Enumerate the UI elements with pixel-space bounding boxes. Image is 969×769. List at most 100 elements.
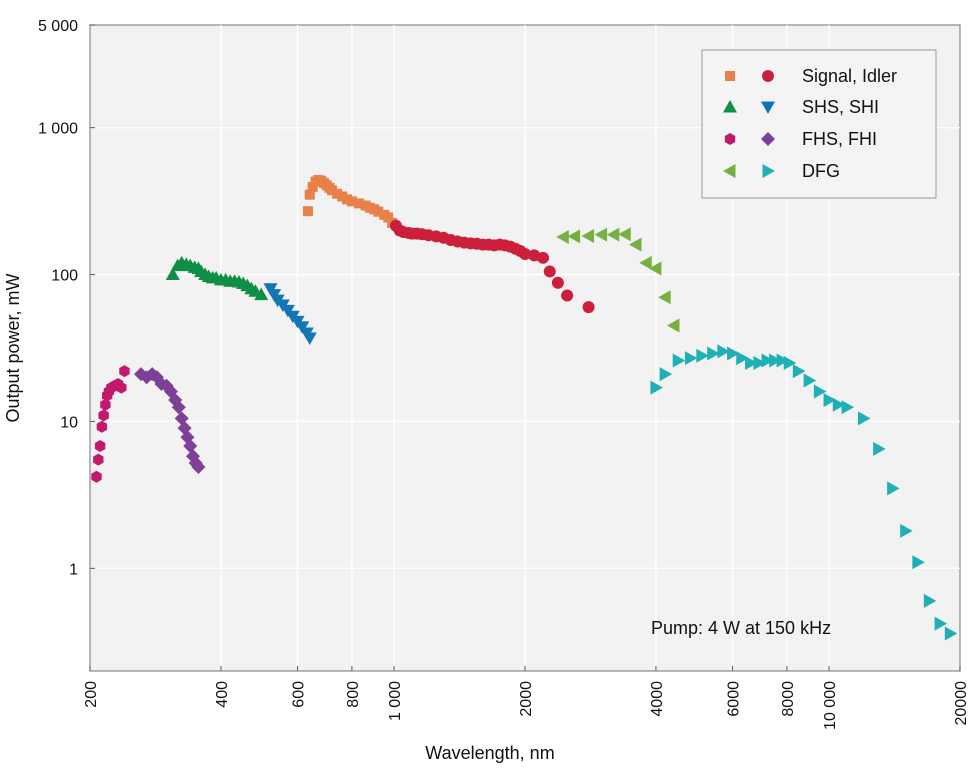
data-point-dfg-right [900, 523, 913, 538]
series-idler [389, 219, 595, 314]
data-point-fhs [100, 398, 111, 411]
data-point-idler [561, 289, 574, 302]
data-point-fhi [183, 439, 198, 454]
data-point-dfg-right [776, 353, 790, 368]
data-point-signal [307, 181, 318, 192]
data-point-signal [332, 188, 343, 199]
y-tick-label: 10 [60, 414, 78, 431]
legend-marker-hexagon [724, 133, 736, 145]
data-point-dfg-right [753, 355, 766, 370]
data-point-signal [304, 189, 315, 200]
data-point-signal [373, 206, 384, 217]
x-tick-label: 6000 [726, 681, 743, 717]
data-point-fhi [171, 400, 186, 415]
x-tick-label: 1 000 [387, 681, 404, 721]
legend-marker-triangle-right [762, 164, 775, 178]
y-tick-label: 5 000 [38, 18, 78, 35]
pump-annotation: Pump: 4 W at 150 kHz [651, 618, 831, 638]
y-tick-label: 1 000 [38, 121, 78, 138]
legend-marker-triangle-up [723, 100, 737, 113]
data-point-dfg-right [727, 346, 740, 361]
data-point-signal [346, 196, 357, 207]
data-point-dfg-right [684, 351, 698, 366]
data-point-idler [537, 251, 550, 264]
data-point-dfg-right [792, 364, 806, 379]
x-tick-label: 8000 [780, 681, 797, 717]
data-point-signal [383, 212, 394, 223]
data-point-idler [582, 301, 595, 314]
data-point-dfg-right [736, 351, 749, 366]
legend-marker-triangle-down [761, 101, 775, 114]
series-signal [302, 175, 398, 228]
data-point-fhs [93, 453, 104, 466]
data-point-dfg-left [648, 261, 662, 276]
x-tick-label: 10 000 [822, 681, 839, 730]
data-point-dfg-right [717, 344, 730, 359]
legend-label-dfg: DFG [802, 161, 840, 181]
data-point-dfg-right [923, 593, 937, 608]
x-tick-label: 800 [345, 681, 362, 708]
x-tick-label: 400 [214, 681, 231, 708]
y-axis-label: Output power, mW [3, 273, 23, 422]
data-point-dfg-right [857, 411, 871, 426]
data-point-dfg-right [823, 392, 837, 407]
series-dfg-left [556, 227, 680, 333]
data-point-shs [254, 287, 269, 301]
legend: Signal, Idler SHS, SHI FHS, FHI DFG [701, 49, 937, 199]
data-point-idler [543, 265, 556, 278]
legend-markers [723, 70, 775, 178]
series-group [91, 175, 958, 641]
data-point-fhi [191, 459, 206, 474]
series-fhi [134, 367, 206, 474]
x-tick-label: 600 [291, 681, 308, 708]
data-point-dfg-right [769, 353, 782, 368]
data-point-fhs [96, 420, 108, 433]
data-point-dfg-right [783, 355, 797, 370]
data-point-fhs [98, 409, 109, 422]
x-axis-ticks: 200 400 600 800 1 000 2000 4000 6000 8000 10 000 2… [83, 666, 969, 730]
data-point-idler [519, 248, 531, 261]
series-dfg-right [650, 344, 958, 641]
data-point-dfg-right [912, 555, 925, 570]
x-tick-label: 20000 [953, 681, 969, 726]
data-point-dfg-right [841, 400, 855, 415]
data-point-dfg-right [707, 346, 720, 361]
data-point-dfg-right [813, 384, 827, 399]
data-point-dfg-right [934, 616, 948, 631]
data-point-dfg-left [666, 318, 680, 333]
series-shs [165, 255, 269, 301]
data-point-dfg-right [659, 367, 673, 382]
legend-marker-triangle-left [723, 164, 736, 178]
data-point-dfg-right [696, 348, 709, 363]
data-point-dfg-left [594, 227, 608, 242]
data-point-dfg-right [873, 441, 886, 456]
data-point-dfg-right [650, 380, 663, 395]
legend-label-shs-shi: SHS, SHI [802, 97, 879, 117]
data-point-dfg-left [567, 229, 581, 244]
data-point-shi [302, 332, 317, 345]
legend-box [701, 49, 937, 199]
data-point-dfg-right [832, 397, 846, 412]
data-point-signal [302, 206, 313, 217]
series-fhs [91, 365, 130, 483]
legend-marker-square [725, 71, 735, 81]
data-point-dfg-right [803, 373, 817, 388]
legend-label-signal-idler: Signal, Idler [802, 66, 897, 86]
data-point-fhs [94, 440, 106, 453]
x-tick-label: 2000 [518, 681, 535, 717]
data-point-fhs [119, 365, 130, 378]
legend-marker-diamond [761, 132, 775, 146]
y-tick-label: 1 [69, 561, 78, 578]
legend-label-fhs-fhi: FHS, FHI [802, 129, 877, 149]
series-shi [263, 283, 317, 345]
data-point-dfg-left [618, 227, 631, 242]
data-point-fhs [116, 381, 127, 394]
data-point-signal [353, 198, 364, 209]
y-axis-ticks: 1 10 100 1 000 5 000 [38, 18, 95, 578]
x-tick-label: 4000 [649, 681, 666, 717]
x-tick-label: 200 [83, 681, 100, 708]
x-axis-label: Wavelength, nm [425, 743, 554, 763]
data-point-dfg-left [556, 230, 569, 245]
data-point-dfg-right [887, 481, 900, 496]
